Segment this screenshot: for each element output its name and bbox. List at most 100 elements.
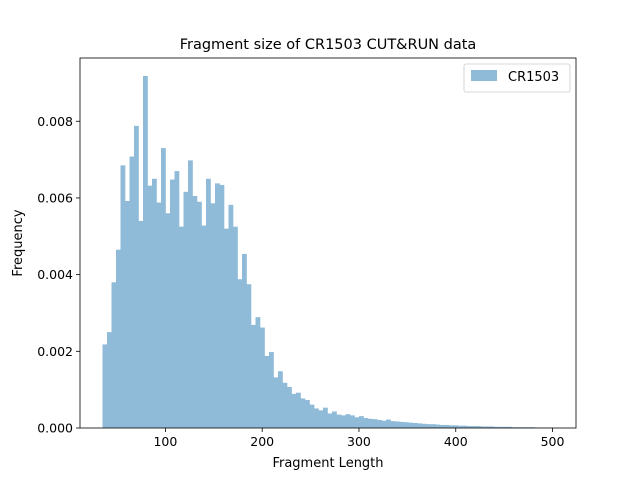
histogram-bar (125, 201, 130, 428)
histogram-bar (179, 226, 184, 428)
histogram-bar (291, 393, 297, 428)
histogram-bar (183, 191, 189, 428)
histogram-bar (210, 203, 216, 428)
plot-frame (79, 57, 577, 429)
histogram-bar (440, 424, 445, 428)
histogram-bar (111, 282, 117, 428)
histogram-bar (462, 425, 468, 428)
histogram-bar (345, 414, 351, 428)
histogram-bar (138, 220, 144, 428)
histogram-bar (476, 426, 481, 428)
x-tick-label: 300 (347, 434, 371, 449)
bars-group (102, 76, 553, 429)
histogram-bar (246, 284, 252, 428)
histogram-bar (422, 423, 427, 428)
histogram-bar (386, 419, 391, 428)
histogram-bar (237, 279, 243, 428)
histogram-bar (107, 332, 112, 428)
histogram-bar (206, 178, 211, 428)
histogram-bar (188, 160, 193, 429)
histogram-bar (413, 423, 418, 428)
histogram-bar (273, 377, 279, 428)
histogram-bar (242, 253, 247, 428)
histogram-bar (278, 371, 283, 428)
histogram-bar (309, 404, 315, 428)
histogram-bar (408, 422, 414, 428)
histogram-bar (494, 426, 499, 428)
histogram-bar (377, 419, 382, 428)
histogram-bar (219, 184, 225, 428)
histogram-bar (282, 382, 288, 428)
x-axis-label: Fragment Length (272, 456, 383, 471)
histogram-bar (215, 183, 220, 428)
histogram-bar (102, 344, 108, 428)
chart-title: Fragment size of CR1503 CUT&RUN data (180, 37, 477, 53)
histogram-bar (395, 421, 400, 428)
histogram-bar (152, 178, 157, 428)
histogram-bar (143, 76, 148, 429)
histogram-bar (255, 317, 261, 428)
histogram-bar (264, 355, 270, 428)
histogram-bar (449, 425, 454, 428)
x-tick-label: 400 (444, 434, 468, 449)
legend-label: CR1503 (508, 70, 559, 85)
legend-swatch (471, 70, 497, 81)
histogram-bar (129, 156, 135, 428)
histogram-bar (251, 324, 256, 428)
histogram-bar (336, 414, 342, 428)
x-tick-label: 100 (153, 434, 177, 449)
histogram-bar (305, 400, 310, 428)
histogram-bar (453, 425, 459, 428)
histogram-bar (147, 185, 153, 428)
histogram-bar (318, 410, 324, 428)
histogram-bar (471, 426, 477, 428)
histogram-bar (498, 426, 504, 428)
histogram-bar (233, 226, 238, 428)
histogram-bar (165, 213, 171, 428)
histogram-bar (170, 179, 175, 428)
histogram-bar (372, 419, 378, 428)
histogram-bar (327, 413, 333, 428)
y-tick-label: 0.008 (37, 114, 73, 129)
histogram-bar (224, 228, 229, 428)
histogram-bar (341, 415, 346, 428)
histogram-bar (435, 424, 441, 428)
histogram-bar (314, 408, 319, 428)
legend: CR1503 (463, 63, 571, 93)
histogram-bar (354, 417, 360, 428)
histogram-bar (458, 425, 463, 428)
y-tick-label: 0.004 (37, 267, 73, 282)
histogram-bar (296, 392, 301, 428)
histogram-bar (228, 204, 234, 428)
histogram-bar (399, 421, 405, 428)
histogram-bar (260, 327, 265, 428)
x-axis-ticks: 100 200 300 400 500 (153, 428, 565, 449)
histogram-bar (350, 415, 355, 428)
histogram-bar (444, 424, 450, 428)
histogram-bar (363, 418, 369, 428)
histogram-bar (359, 416, 364, 428)
histogram-bar (480, 426, 486, 428)
x-tick-label: 500 (541, 434, 565, 449)
y-tick-label: 0.002 (37, 344, 73, 359)
histogram-bar (467, 426, 472, 428)
histogram-bar (503, 426, 508, 428)
histogram-bar (197, 201, 202, 428)
y-tick-label: 0.006 (37, 190, 73, 205)
histogram-bar (201, 225, 207, 428)
histogram-bar (120, 165, 126, 428)
histogram-bar (156, 202, 162, 428)
histogram-bar (489, 426, 495, 428)
histogram-bar (507, 426, 513, 428)
histogram-bar (417, 423, 423, 428)
histogram-bar (287, 386, 292, 428)
histogram-bar (426, 424, 432, 428)
y-tick-label: 0.000 (37, 421, 73, 436)
y-axis-ticks: 0.000 0.002 0.004 0.006 0.008 (37, 114, 80, 436)
histogram-bar (300, 398, 306, 428)
histogram-bar (332, 411, 337, 428)
x-tick-label: 200 (250, 434, 274, 449)
y-axis-label: Frequency (11, 209, 26, 276)
histogram-bar (161, 148, 166, 428)
